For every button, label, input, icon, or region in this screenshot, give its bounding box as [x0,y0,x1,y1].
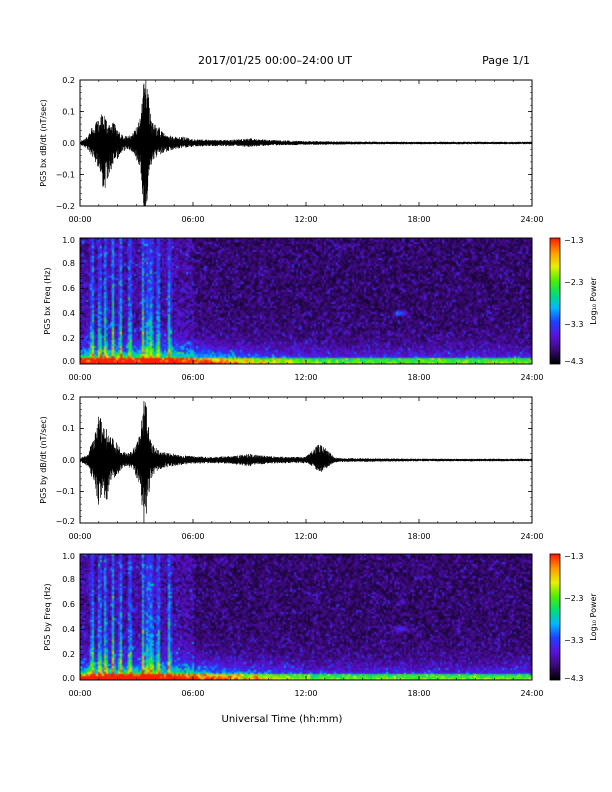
by-dbdt-frame [79,396,533,524]
by-dbdt-ytick-label: −0.1 [56,487,75,496]
bx-colorbar-tick-label: −2.3 [564,278,583,287]
page-number: Page 1/1 [482,54,530,67]
panel-by-freq: PG5 by Freq (Hz) 0.0 0.2 0.4 0.6 0.8 1.0… [43,552,598,698]
bx-dbdt-frame [79,79,533,207]
by-dbdt-xtick-label: 18:00 [407,532,430,541]
by-dbdt-ytick-label: 0.0 [62,456,75,465]
bx-dbdt-xtick-label: 00:00 [68,215,91,224]
by-dbdt-trace-group [79,401,533,523]
by-dbdt-xtick-label: 24:00 [520,532,543,541]
bx-dbdt-ytick-label: −0.1 [56,171,75,180]
by-colorbar-tick-label: −2.3 [564,594,583,603]
bx-dbdt-xtick-label: 12:00 [294,215,317,224]
by-freq-xtick-label: 06:00 [181,689,204,698]
by-freq-frame [79,553,533,681]
by-freq-ytick-label: 0.4 [62,625,75,634]
bx-freq-ytick-label: 0.8 [62,259,75,268]
bx-dbdt-ytick-label: 0.2 [62,76,75,85]
bx-dbdt-ytick-label: 0.1 [62,108,75,117]
bx-dbdt-trace-group [79,79,533,207]
bx-colorbar-frame [549,237,561,365]
bx-dbdt-xtick-label: 18:00 [407,215,430,224]
bx-freq-ytick-label: 0.2 [62,334,75,343]
bx-colorbar-tick-label: −1.3 [564,236,583,245]
by-colorbar-tick-label: −1.3 [564,552,583,561]
bx-freq-ytick-label: 1.0 [62,236,75,245]
by-freq-xtick-label: 00:00 [68,689,91,698]
panel-by-dbdt: PG5 by dB/dt (nT/sec) −0.2 −0.1 0.0 0.1 … [39,393,544,541]
bx-colorbar-label: Log₁₀ Power [589,277,598,325]
bx-freq-xtick-label: 06:00 [181,373,204,382]
bx-freq-ylabel: PG5 bx Freq (Hz) [43,267,52,334]
bx-dbdt-xtick-label: 24:00 [520,215,543,224]
by-dbdt-ylabel: PG5 by dB/dt (nT/sec) [39,416,48,503]
by-freq-ytick-label: 1.0 [62,552,75,561]
bx-colorbar-tick-label: −4.3 [564,357,583,366]
bx-freq-xtick-label: 12:00 [294,373,317,382]
bx-freq-ytick-label: 0.0 [62,357,75,366]
by-freq-xtick-label: 18:00 [407,689,430,698]
bx-dbdt-ytick-label: 0.0 [62,139,75,148]
by-dbdt-xtick-label: 00:00 [68,532,91,541]
by-dbdt-xtick-label: 12:00 [294,532,317,541]
by-freq-ytick-label: 0.0 [62,674,75,683]
by-freq-ytick-label: 0.6 [62,600,75,609]
by-dbdt-xtick-label: 06:00 [181,532,204,541]
bx-freq-xtick-label: 18:00 [407,373,430,382]
bx-dbdt-ylabel: PG5 bx dB/dt (nT/sec) [39,99,48,186]
by-freq-ylabel: PG5 by Freq (Hz) [43,583,52,650]
by-colorbar-tick-label: −4.3 [564,674,583,683]
by-dbdt-ytick-label: 0.1 [62,424,75,433]
bx-dbdt-xtick-label: 06:00 [181,215,204,224]
bx-freq-ytick-label: 0.6 [62,284,75,293]
by-dbdt-ytick-label: 0.2 [62,393,75,402]
bx-dbdt-ytick-label: −0.2 [56,202,75,211]
bx-freq-xtick-label: 24:00 [520,373,543,382]
bx-spectrogram [80,238,532,364]
by-spectrogram [80,554,532,680]
by-freq-xtick-label: 24:00 [520,689,543,698]
by-freq-xtick-label: 12:00 [294,689,317,698]
by-colorbar-frame [549,553,561,681]
by-colorbar [550,554,560,680]
bx-colorbar [550,238,560,364]
dbdt-trace [79,79,533,207]
by-colorbar-label: Log₁₀ Power [589,593,598,641]
bx-freq-frame [79,237,533,365]
page-title: 2017/01/25 00:00–24:00 UT [198,54,352,67]
panel-bx-dbdt: PG5 bx dB/dt (nT/sec) −0.2 −0.1 0.0 0.1 … [39,76,544,224]
by-freq-ytick-label: 0.2 [62,650,75,659]
bx-freq-xtick-label: 00:00 [68,373,91,382]
bx-colorbar-tick-label: −3.3 [564,320,583,329]
by-dbdt-ytick-label: −0.2 [56,517,75,526]
dbdt-trace [79,401,533,523]
by-colorbar-tick-label: −3.3 [564,636,583,645]
by-freq-ytick-label: 0.8 [62,575,75,584]
x-axis-label: Universal Time (hh:mm) [222,714,343,725]
panel-bx-freq: PG5 bx Freq (Hz) 0.0 0.2 0.4 0.6 0.8 1.0… [43,236,598,382]
bx-freq-ytick-label: 0.4 [62,309,75,318]
